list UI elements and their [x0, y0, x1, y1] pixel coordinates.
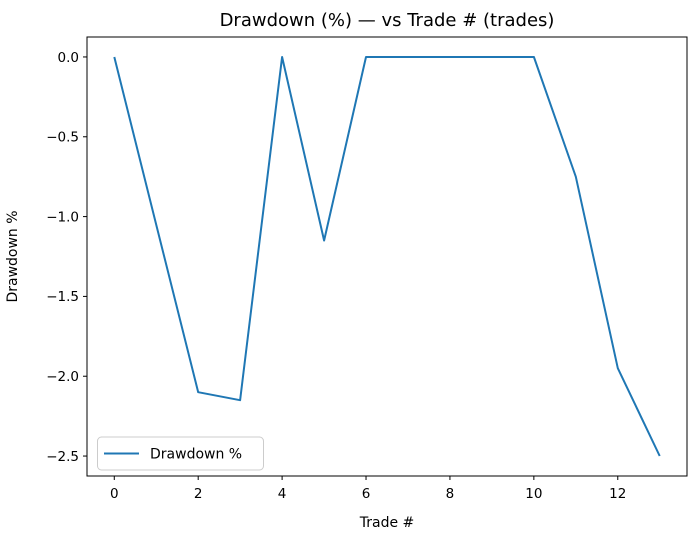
y-tick-label: −2.5 — [46, 449, 79, 465]
x-tick-label: 8 — [446, 486, 455, 502]
x-tick-label: 10 — [525, 486, 542, 502]
x-axis-ticks: 0 2 4 6 8 10 12 — [110, 476, 626, 502]
chart-title: Drawdown (%) — vs Trade # (trades) — [220, 10, 555, 31]
y-tick-label: 0.0 — [58, 50, 79, 66]
x-tick-label: 12 — [609, 486, 626, 502]
series-line-drawdown- — [113, 56, 661, 457]
y-tick-label: −1.5 — [46, 289, 79, 305]
y-tick-label: −0.5 — [46, 130, 79, 146]
y-tick-label: −1.0 — [46, 209, 79, 225]
x-tick-label: 6 — [362, 486, 371, 502]
x-tick-label: 2 — [194, 486, 203, 502]
plot-frame — [86, 36, 688, 477]
legend: Drawdown % — [97, 436, 264, 471]
y-axis-ticks: 0.0 −0.5 −1.0 −1.5 −2.0 −2.5 — [46, 50, 87, 465]
legend-label: Drawdown % — [150, 447, 242, 463]
legend-box — [97, 436, 264, 471]
y-axis-label: Drawdown % — [5, 210, 21, 302]
x-tick-label: 0 — [110, 486, 119, 502]
x-axis-label: Trade # — [359, 515, 415, 531]
y-tick-label: −2.0 — [46, 369, 79, 385]
x-tick-label: 4 — [278, 486, 287, 502]
series-group — [113, 56, 661, 457]
